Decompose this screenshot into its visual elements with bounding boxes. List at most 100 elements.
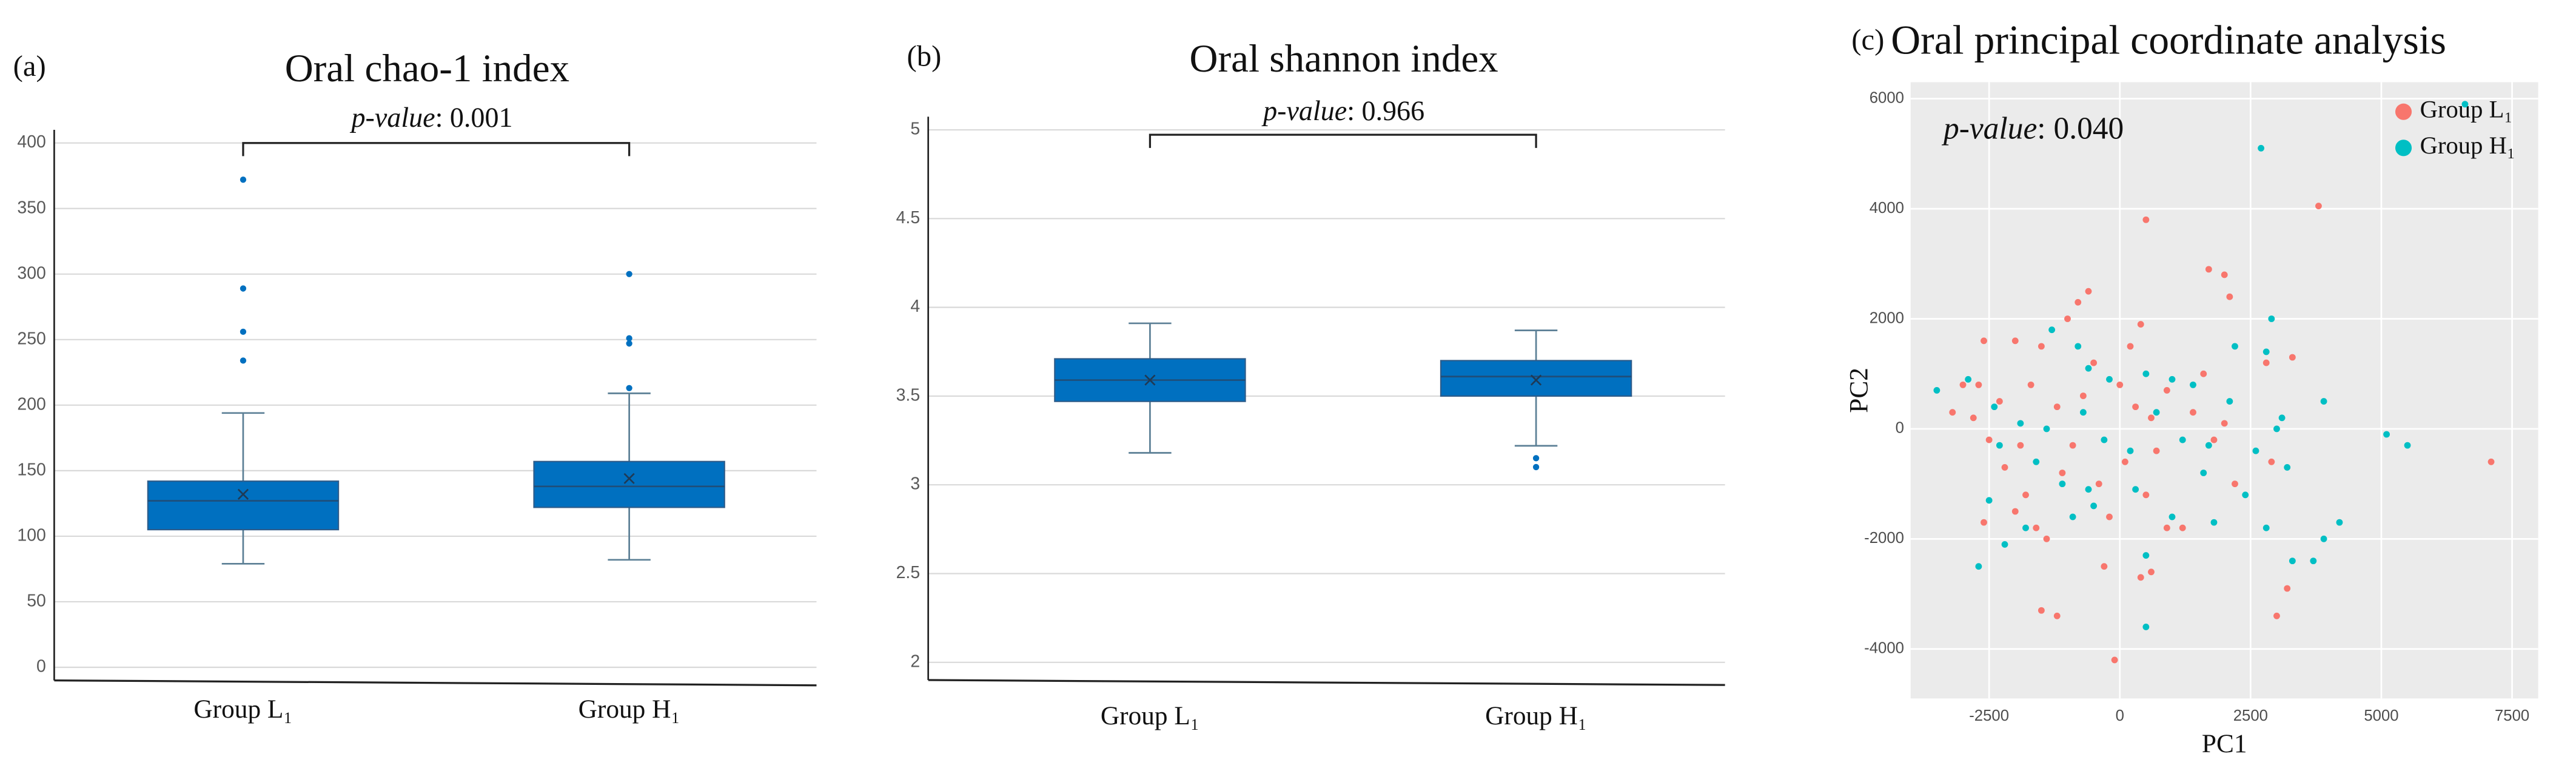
y-tick-label: 100 xyxy=(17,525,45,545)
point xyxy=(2284,585,2291,592)
point xyxy=(2101,563,2108,570)
point xyxy=(2079,392,2087,399)
point xyxy=(2262,348,2270,355)
point xyxy=(2101,436,2108,443)
point xyxy=(2232,343,2238,350)
significance-bracket xyxy=(242,142,631,157)
point xyxy=(2210,519,2218,526)
legend-label: Group L₁ xyxy=(2420,96,2513,123)
point xyxy=(2053,403,2061,411)
point xyxy=(2075,343,2082,350)
point xyxy=(1933,387,1940,394)
point xyxy=(2200,470,2207,476)
outlier xyxy=(1532,455,1540,462)
point xyxy=(2033,524,2040,531)
point xyxy=(2273,612,2280,619)
point xyxy=(2127,447,2134,454)
annotation: p-value: 0.040 xyxy=(1941,112,2124,146)
y-tick-label: -2000 xyxy=(1864,530,1904,547)
point xyxy=(2221,420,2228,427)
point xyxy=(2075,298,2082,306)
x-tick-label: 5000 xyxy=(2364,707,2398,724)
point xyxy=(2038,607,2045,614)
point xyxy=(2461,101,2469,108)
point xyxy=(2242,491,2249,499)
point xyxy=(2226,293,2233,300)
point xyxy=(2142,216,2150,223)
outlier xyxy=(240,357,247,364)
x-tick-label: 2500 xyxy=(2233,707,2268,724)
panel-label: (a) xyxy=(13,50,46,83)
y-tick-label: 200 xyxy=(17,394,45,414)
point xyxy=(2011,508,2019,515)
legend-marker xyxy=(2395,103,2412,120)
point xyxy=(2273,425,2280,433)
point xyxy=(2059,480,2066,488)
point xyxy=(1981,337,1987,345)
box xyxy=(1440,360,1632,397)
y-tick-label: 4000 xyxy=(1870,200,1904,217)
point xyxy=(2289,557,2296,565)
point xyxy=(2027,381,2034,388)
y-tick-label: 4 xyxy=(910,297,920,316)
point xyxy=(2210,436,2218,443)
point xyxy=(2116,381,2124,388)
box xyxy=(147,480,340,531)
point xyxy=(2278,414,2286,422)
point xyxy=(2090,359,2098,366)
y-tick-label: 50 xyxy=(27,591,46,610)
point xyxy=(1965,376,1972,383)
point xyxy=(2205,442,2212,449)
point xyxy=(2017,420,2024,427)
point xyxy=(2142,552,2150,559)
point xyxy=(2289,354,2296,361)
point xyxy=(2148,568,2155,576)
legend-label: Group H₁ xyxy=(2420,132,2515,159)
point xyxy=(2033,458,2040,465)
x-tick-label: Group H₁ xyxy=(1485,701,1587,730)
x-axis xyxy=(54,679,817,687)
point xyxy=(2153,447,2160,454)
point xyxy=(2268,458,2275,465)
point xyxy=(1996,442,2003,449)
point xyxy=(2262,524,2270,531)
chart-panel: (a) Oral chao-1 index 0 50 100 150 200 250 300 35… xyxy=(13,47,817,724)
chart-title: Oral chao-1 index xyxy=(285,47,569,90)
point xyxy=(2252,447,2259,454)
point xyxy=(2142,370,2150,377)
point xyxy=(1981,519,1987,526)
y-tick-label: 250 xyxy=(17,329,45,348)
point xyxy=(1970,414,1977,422)
point xyxy=(1996,398,2003,405)
point xyxy=(2262,359,2270,366)
plot-background xyxy=(1910,82,2538,699)
outlier xyxy=(626,335,632,342)
point xyxy=(2404,442,2411,449)
point xyxy=(2022,491,2029,499)
point xyxy=(2121,458,2128,465)
outlier xyxy=(240,285,247,292)
point xyxy=(2011,337,2019,345)
chart-panel: (b) Oral shannon index 2 2.5 3 3.5 4 4.5 5 p-valu… xyxy=(896,37,1725,730)
point xyxy=(2142,624,2150,630)
box xyxy=(533,460,725,508)
point xyxy=(2153,409,2160,416)
x-tick-label: Group H₁ xyxy=(579,695,680,724)
point xyxy=(2148,414,2155,422)
point xyxy=(1975,563,1982,570)
point xyxy=(2127,343,2134,350)
significance-bracket xyxy=(1149,133,1537,148)
point xyxy=(2064,315,2071,322)
mean-marker xyxy=(1531,374,1542,386)
point xyxy=(2069,442,2076,449)
x-tick-label: Group L₁ xyxy=(1101,701,1199,730)
outlier xyxy=(240,328,247,335)
y-tick-label: 3.5 xyxy=(896,385,921,405)
y-tick-label: 6000 xyxy=(1870,89,1904,106)
chart-panel: (c) Oral principal coordinate analysis -25… xyxy=(1844,18,2538,758)
y-tick-label: 150 xyxy=(17,460,45,479)
outlier xyxy=(626,340,632,347)
y-tick-label: 4.5 xyxy=(896,208,921,227)
